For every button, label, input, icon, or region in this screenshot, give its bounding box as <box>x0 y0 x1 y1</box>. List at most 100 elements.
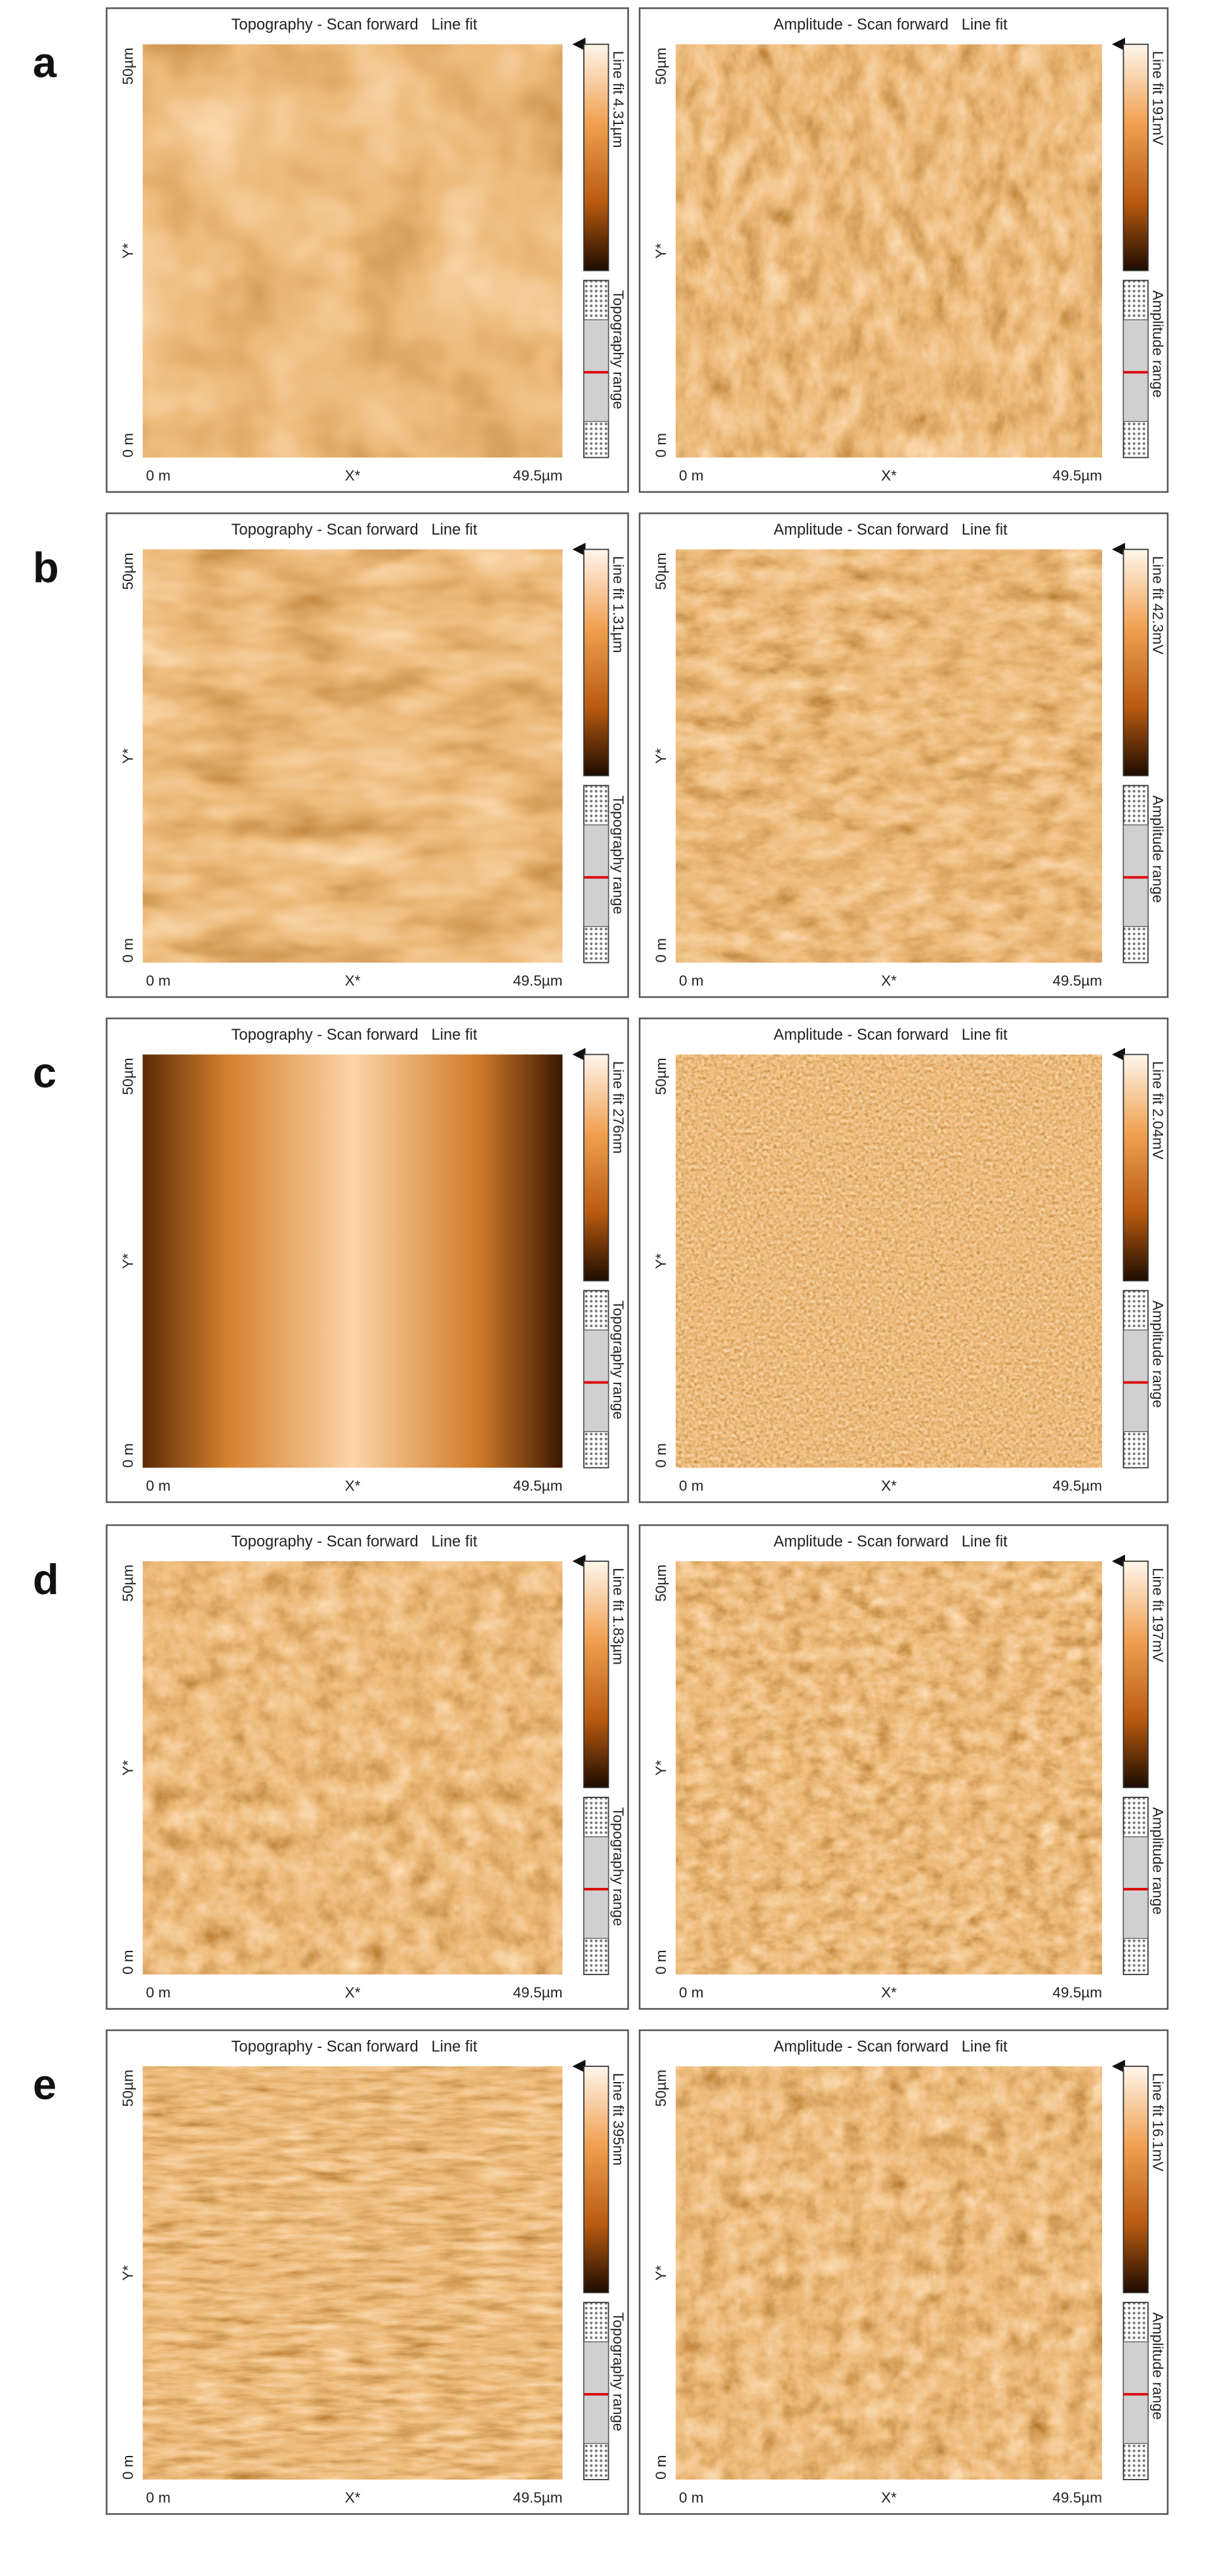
scale-arrow <box>572 37 586 51</box>
x-min-label: 0 m <box>146 973 171 989</box>
panel-title: Topography - Scan forward Line fit <box>232 2038 478 2056</box>
x-min-label: 0 m <box>679 468 704 484</box>
y-max-label: 50µm <box>120 1564 136 1602</box>
range-window <box>1122 319 1149 422</box>
panel-title: Amplitude - Scan forward Line fit <box>773 1533 1008 1551</box>
range-window <box>1122 2341 1149 2444</box>
scan-image <box>676 44 1102 458</box>
range-label: Amplitude range <box>1150 291 1166 398</box>
scale-arrow <box>1112 2060 1125 2073</box>
panel-grid: a Topography - Scan forward Line fit Line … <box>33 7 1169 2515</box>
y-max-label: 50µm <box>653 1564 669 1602</box>
x-axis-label: X* <box>881 1478 897 1494</box>
scan-panel: Topography - Scan forward Line fit Line f… <box>106 512 629 998</box>
x-min-label: 0 m <box>146 2489 171 2506</box>
range-window <box>583 2341 609 2444</box>
x-max-label: 49.5µm <box>513 1478 563 1494</box>
scale-arrow <box>1112 1555 1125 1568</box>
x-max-label: 49.5µm <box>1053 973 1103 989</box>
panel-title: Topography - Scan forward Line fit <box>232 1026 478 1044</box>
color-bar <box>583 43 609 272</box>
scan-image <box>676 1054 1102 1468</box>
panel-title: Amplitude - Scan forward Line fit <box>773 2038 1008 2056</box>
color-bar <box>1122 548 1149 777</box>
scan-image <box>676 549 1102 963</box>
y-min-label: 0 m <box>653 433 669 458</box>
x-min-label: 0 m <box>146 1478 171 1494</box>
scan-image <box>142 2066 563 2480</box>
x-max-label: 49.5µm <box>513 2489 563 2506</box>
x-axis-label: X* <box>345 973 361 989</box>
panel-title: Amplitude - Scan forward Line fit <box>773 1026 1008 1044</box>
y-axis-label: Y* <box>653 2265 669 2281</box>
y-axis-label: Y* <box>120 1253 136 1269</box>
scale-arrow <box>1112 542 1125 556</box>
scale-label: Line fit 16.1mV <box>1150 2073 1166 2171</box>
y-min-label: 0 m <box>653 938 669 963</box>
range-label: Amplitude range <box>1150 1807 1166 1915</box>
scan-panel: Amplitude - Scan forward Line fit Line fi… <box>638 1017 1169 1503</box>
color-bar <box>1122 43 1149 272</box>
scale-label: Line fit 2.04mV <box>1150 1061 1166 1160</box>
panel-label: a <box>33 39 57 87</box>
x-max-label: 49.5µm <box>1053 1984 1103 2001</box>
y-max-label: 50µm <box>120 2070 136 2107</box>
x-min-label: 0 m <box>679 1984 704 2001</box>
color-bar <box>583 548 609 777</box>
x-max-label: 49.5µm <box>513 468 563 484</box>
x-min-label: 0 m <box>146 1984 171 2001</box>
x-axis-label: X* <box>345 2489 361 2506</box>
scan-image <box>676 1561 1102 1974</box>
panel-title: Topography - Scan forward Line fit <box>232 16 478 33</box>
scan-image <box>142 1561 563 1974</box>
y-axis-label: Y* <box>120 1760 136 1776</box>
scan-panel: Topography - Scan forward Line fit Line f… <box>106 7 629 493</box>
x-min-label: 0 m <box>146 468 171 484</box>
scan-image <box>142 1054 563 1468</box>
y-min-label: 0 m <box>653 1950 669 1974</box>
x-axis-label: X* <box>345 1478 361 1494</box>
range-label: Amplitude range <box>1150 796 1166 903</box>
scan-panel: Topography - Scan forward Line fit Line f… <box>106 1017 629 1503</box>
range-window <box>1122 824 1149 928</box>
panel-label: d <box>33 1555 59 1603</box>
y-min-label: 0 m <box>120 1950 136 1974</box>
x-max-label: 49.5µm <box>1053 2489 1103 2506</box>
color-bar <box>583 1561 609 1788</box>
range-label: Topography range <box>610 291 626 409</box>
y-axis-label: Y* <box>120 748 136 764</box>
scale-arrow <box>572 542 586 556</box>
range-window <box>583 1836 609 1939</box>
y-min-label: 0 m <box>120 2455 136 2480</box>
y-min-label: 0 m <box>120 938 136 963</box>
scan-panel: Amplitude - Scan forward Line fit Line fi… <box>638 7 1169 493</box>
x-axis-label: X* <box>881 1984 897 2001</box>
scan-image <box>142 44 563 458</box>
y-max-label: 50µm <box>120 48 136 85</box>
y-max-label: 50µm <box>120 553 136 590</box>
scan-image <box>142 549 563 963</box>
panel-title: Amplitude - Scan forward Line fit <box>773 521 1008 539</box>
range-label: Topography range <box>610 796 626 914</box>
y-axis-label: Y* <box>653 1253 669 1269</box>
range-label: Topography range <box>610 2312 626 2431</box>
y-max-label: 50µm <box>120 1058 136 1095</box>
y-min-label: 0 m <box>120 433 136 458</box>
y-min-label: 0 m <box>653 1443 669 1468</box>
x-axis-label: X* <box>345 468 361 484</box>
scale-arrow <box>572 2060 586 2073</box>
scan-panel: Topography - Scan forward Line fit Line f… <box>106 2029 629 2515</box>
x-max-label: 49.5µm <box>1053 468 1103 484</box>
x-axis-label: X* <box>881 2489 897 2506</box>
scale-label: Line fit 276nm <box>610 1061 626 1154</box>
range-window <box>1122 1836 1149 1939</box>
color-bar <box>1122 2066 1149 2293</box>
color-bar <box>1122 1561 1149 1788</box>
range-label: Topography range <box>610 1301 626 1420</box>
y-max-label: 50µm <box>653 553 669 590</box>
panel-title: Topography - Scan forward Line fit <box>232 1533 478 1551</box>
panel-title: Amplitude - Scan forward Line fit <box>773 16 1008 33</box>
y-min-label: 0 m <box>653 2455 669 2480</box>
scale-label: Line fit 42.3mV <box>1150 556 1166 655</box>
